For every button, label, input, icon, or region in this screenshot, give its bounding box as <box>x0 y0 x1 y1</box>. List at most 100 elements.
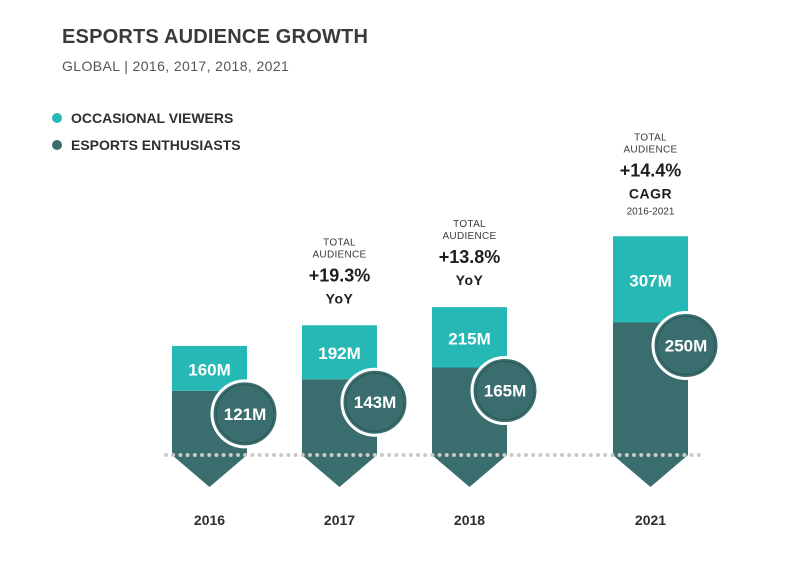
x-tick-label-2021: 2021 <box>635 512 666 528</box>
baseline-dot <box>588 453 593 457</box>
baseline-dot <box>466 453 471 457</box>
baseline-dot <box>567 453 572 457</box>
baseline-dot <box>488 453 492 457</box>
baseline-dot <box>336 453 341 457</box>
annotation-heading-line2-2017: AUDIENCE <box>312 249 366 260</box>
baseline-dot <box>221 453 226 457</box>
badge-circle-2018 <box>470 356 540 426</box>
annotation-heading-line1-2017: TOTAL <box>323 237 356 248</box>
annotation-heading-line2-2021: AUDIENCE <box>623 144 677 155</box>
chart-title: ESPORTS AUDIENCE GROWTH <box>62 26 369 48</box>
badge-ring-2017 <box>345 372 405 432</box>
baseline-dot <box>495 453 500 457</box>
baseline-dot <box>574 453 579 457</box>
baseline-dot <box>552 453 557 457</box>
baseline-dot <box>387 453 392 457</box>
badge-ring-2021 <box>656 316 716 375</box>
baseline-dot <box>315 453 320 457</box>
baseline-dot <box>264 453 269 457</box>
baseline-dot <box>538 453 543 457</box>
annotation-label-2018: YoY <box>456 272 484 288</box>
baseline-dot <box>358 453 363 457</box>
legend-item-enthusiasts: ESPORTS ENTHUSIASTS <box>52 137 241 153</box>
baseline-dot <box>185 453 190 457</box>
baseline-dot <box>668 453 672 457</box>
badge-circle-2016 <box>210 379 280 449</box>
baseline-dot <box>416 453 420 457</box>
legend-item-occasional: OCCASIONAL VIEWERS <box>52 110 233 126</box>
baseline-dot <box>502 453 507 457</box>
baseline-dot <box>473 453 478 457</box>
baseline-dot <box>279 453 284 457</box>
baseline-dot <box>560 453 564 457</box>
baseline-dot <box>682 453 687 457</box>
baseline-dot <box>394 453 399 457</box>
badge-ring-2016 <box>215 384 275 444</box>
baseline-dot <box>596 453 600 457</box>
baseline-dot <box>351 453 356 457</box>
baseline-dot <box>452 453 456 457</box>
baseline-dot <box>380 453 384 457</box>
baseline-dot <box>430 453 435 457</box>
data-label-enthusiasts-2021: 250M <box>665 337 708 356</box>
data-label-occasional-2018: 215M <box>448 329 491 348</box>
data-label-occasional-2021: 307M <box>629 271 672 290</box>
data-label-enthusiasts-2018: 165M <box>484 382 527 401</box>
baseline-dot <box>293 453 298 457</box>
baseline-dot <box>437 453 442 457</box>
baseline-dot <box>344 453 348 457</box>
baseline-dot <box>365 453 370 457</box>
x-tick-label-2018: 2018 <box>454 512 485 528</box>
baseline-dot <box>423 453 428 457</box>
baseline-dot <box>243 453 248 457</box>
annotation-value-2018: +13.8% <box>439 247 501 267</box>
data-label-occasional-2016: 160M <box>188 360 231 379</box>
baseline-dot <box>696 453 701 457</box>
baseline-dot <box>617 453 622 457</box>
baseline-dot <box>408 453 413 457</box>
annotation-label-2017: YoY <box>326 290 354 306</box>
baseline-dot <box>178 453 183 457</box>
baseline-dot <box>459 453 464 457</box>
badge-circle-2017 <box>340 367 410 437</box>
baseline-dot <box>200 453 204 457</box>
baseline-dot <box>192 453 197 457</box>
baseline-dot <box>300 453 305 457</box>
baseline-dot <box>308 453 312 457</box>
annotation-heading-line1-2021: TOTAL <box>634 132 667 143</box>
legend-label-enthusiasts: ESPORTS ENTHUSIASTS <box>71 137 241 153</box>
badge-circle-2021 <box>651 311 721 380</box>
baseline-dot <box>639 453 644 457</box>
baseline-dot <box>632 453 636 457</box>
baseline-dot <box>401 453 406 457</box>
baseline-dot <box>372 453 377 457</box>
badge-ring-2018 <box>475 361 535 421</box>
annotation-heading-line1-2018: TOTAL <box>453 219 486 230</box>
baseline-dot <box>509 453 514 457</box>
baseline-dot <box>581 453 586 457</box>
baseline-dot <box>603 453 608 457</box>
baseline-dot <box>689 453 694 457</box>
baseline-dot <box>171 453 176 457</box>
baseline-dot <box>531 453 536 457</box>
baseline-dot <box>164 453 168 457</box>
baseline-dot <box>329 453 334 457</box>
baseline-dot <box>545 453 550 457</box>
legend-swatch-occasional <box>52 113 62 123</box>
annotation-value-2021: +14.4% <box>620 160 682 180</box>
chart-subtitle: GLOBAL | 2016, 2017, 2018, 2021 <box>62 58 290 74</box>
baseline-dot <box>480 453 485 457</box>
baseline-dot <box>236 453 240 457</box>
baseline-dot <box>444 453 449 457</box>
legend-swatch-enthusiasts <box>52 140 62 150</box>
baseline-dot <box>250 453 255 457</box>
bar-occasional-2021 <box>613 236 688 323</box>
baseline-dot <box>214 453 219 457</box>
annotation-value-2017: +19.3% <box>309 265 371 285</box>
baseline-dot <box>675 453 680 457</box>
baseline-dot <box>610 453 615 457</box>
baseline-dot <box>516 453 521 457</box>
baseline-dot <box>228 453 233 457</box>
data-label-occasional-2017: 192M <box>318 344 361 363</box>
